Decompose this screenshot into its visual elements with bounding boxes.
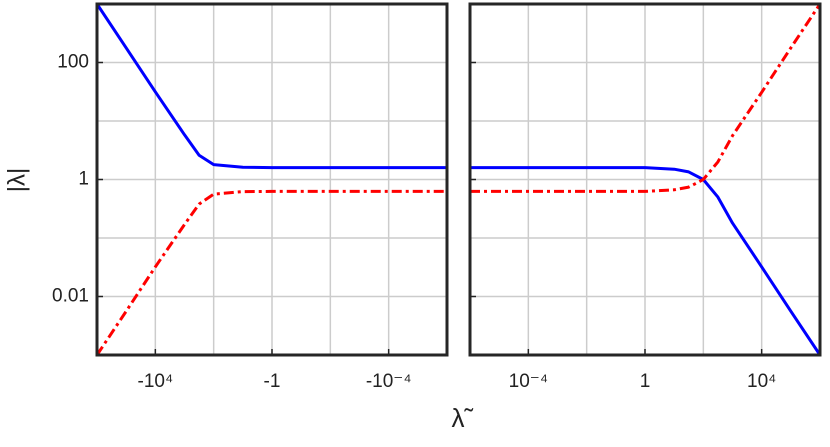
y-tick-label: 1 xyxy=(78,169,89,190)
series-line xyxy=(470,3,822,193)
plot-frame xyxy=(468,2,822,357)
x-tick-label: -10⁻⁴ xyxy=(366,371,412,392)
series-line xyxy=(470,166,822,356)
x-tick-label: 10⁻⁴ xyxy=(509,371,548,392)
series-line xyxy=(95,189,447,356)
x-axis-label: λ̃ xyxy=(452,403,474,433)
series-line xyxy=(95,3,447,170)
x-tick-label: 1 xyxy=(640,371,651,392)
x-tick-label: -1 xyxy=(264,371,281,392)
x-tick-label: 10⁴ xyxy=(747,371,776,392)
x-tick-label: -10⁴ xyxy=(138,371,174,392)
y-tick-label: 100 xyxy=(57,52,89,73)
y-axis-label: |λ| xyxy=(3,168,30,192)
y-tick-label: 0.01 xyxy=(52,286,89,307)
plot-frame xyxy=(95,2,449,357)
